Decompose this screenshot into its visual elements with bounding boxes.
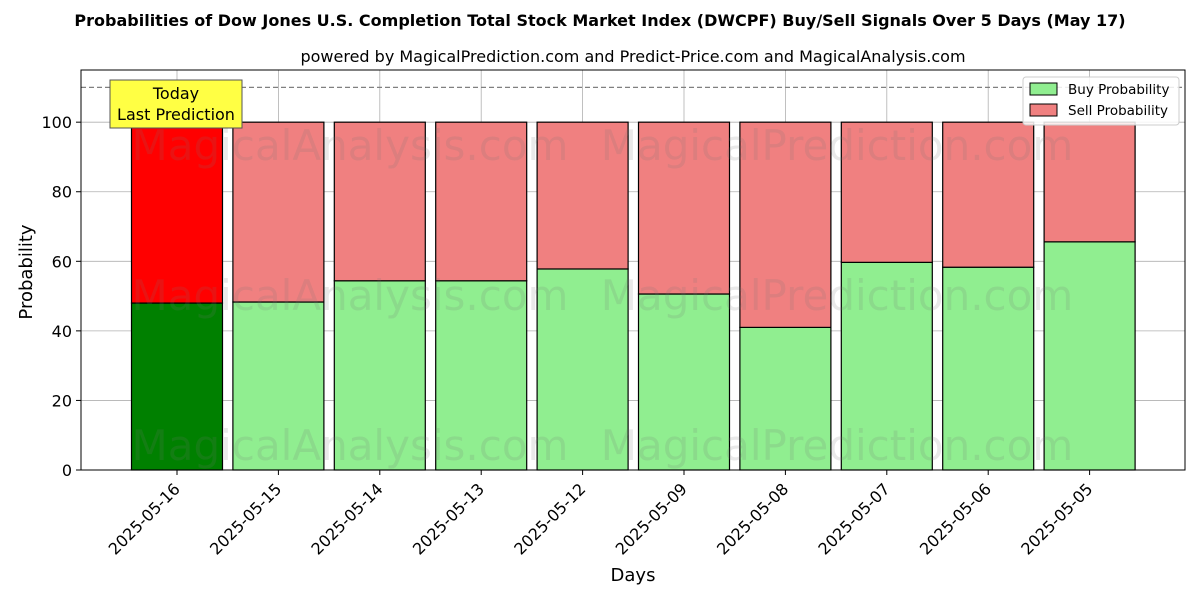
- legend-swatch: [1029, 103, 1058, 117]
- y-tick-label: 40: [52, 322, 72, 341]
- buy-bar: [130, 302, 224, 471]
- watermark-text: MagicalPrediction.com: [601, 421, 1074, 470]
- x-tick-label: 2025-05-14: [307, 479, 386, 558]
- buy-bar: [536, 268, 629, 471]
- sell-bar: [536, 121, 629, 270]
- x-tick-label: 2025-05-15: [206, 479, 285, 558]
- annotation-line-2: Last Prediction: [117, 105, 235, 124]
- buy-bar: [942, 266, 1035, 471]
- legend-swatch: [1029, 82, 1058, 96]
- x-tick-label: 2025-05-07: [814, 479, 893, 558]
- watermark-text: MagicalAnalysis.com: [132, 121, 569, 170]
- sell-bar: [840, 121, 933, 263]
- plot-frame: [80, 69, 1186, 471]
- legend-label: Sell Probability: [1068, 103, 1168, 119]
- sell-bar: [333, 121, 426, 282]
- y-tick-label: 20: [52, 391, 72, 410]
- annotation-line-1: Today: [152, 84, 199, 103]
- watermark-text: MagicalPrediction.com: [601, 271, 1074, 320]
- y-tick-label: 60: [52, 252, 72, 271]
- legend-box: [1022, 76, 1180, 126]
- buy-bar: [739, 326, 832, 471]
- bars-layer: [130, 121, 1136, 471]
- legend-label: Buy Probability: [1068, 82, 1169, 98]
- sell-bar: [435, 121, 528, 282]
- sell-bar: [232, 121, 325, 303]
- sell-bar: [637, 121, 731, 295]
- x-tick-label: 2025-05-12: [510, 479, 589, 558]
- sell-bar: [1043, 121, 1136, 243]
- buy-bar: [1043, 241, 1136, 471]
- y-tick-label: 0: [62, 461, 72, 480]
- annotation-layer: Today Last Prediction: [109, 79, 243, 129]
- sell-bar: [739, 121, 832, 328]
- x-tick-label: 2025-05-13: [409, 479, 488, 558]
- x-tick-label: 2025-05-05: [1017, 479, 1096, 558]
- x-axis-label: Days: [611, 565, 656, 586]
- x-tick-label: 2025-05-06: [916, 479, 995, 558]
- watermark-layer: MagicalAnalysis.com MagicalPrediction.com…: [132, 121, 1074, 470]
- chart-subtitle: powered by MagicalPrediction.com and Pre…: [300, 47, 965, 66]
- annotation-box: [109, 79, 243, 129]
- x-tick-label: 2025-05-16: [105, 479, 184, 558]
- x-tick-label: 2025-05-09: [612, 479, 691, 558]
- y-tick-label: 100: [41, 113, 72, 132]
- buy-bar: [333, 280, 426, 471]
- sell-bar: [942, 121, 1035, 268]
- buy-bar: [840, 261, 933, 471]
- legend: Buy Probability Sell Probability: [1022, 76, 1180, 126]
- buy-bar: [435, 280, 528, 471]
- sell-bar: [130, 121, 224, 304]
- y-axis-label: Probability: [16, 224, 37, 319]
- y-tick-label: 80: [52, 183, 72, 202]
- watermark-text: MagicalAnalysis.com: [132, 271, 569, 320]
- x-tick-label: 2025-05-08: [713, 479, 792, 558]
- watermark-text: MagicalAnalysis.com: [132, 421, 569, 470]
- chart-title: Probabilities of Dow Jones U.S. Completi…: [74, 11, 1125, 30]
- watermark-text: MagicalPrediction.com: [601, 121, 1074, 170]
- buy-bar: [637, 293, 731, 471]
